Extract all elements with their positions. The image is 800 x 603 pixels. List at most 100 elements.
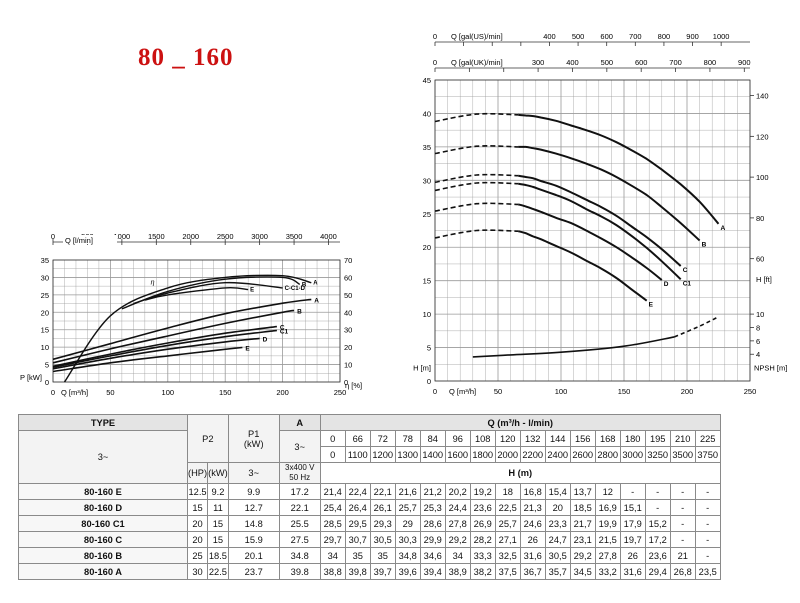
- header-q: Q (m³/h - l/min): [319, 414, 721, 431]
- head-curve-label-A: A: [721, 225, 726, 232]
- q-m3h-cell: 168: [594, 430, 621, 447]
- row-head-value: 35: [369, 547, 396, 564]
- row-head-value: 29: [394, 515, 421, 532]
- x-tick-label: 100: [555, 387, 568, 396]
- row-p1: 20.1: [227, 547, 280, 564]
- row-head-value: -: [669, 531, 696, 548]
- row-head-value: 25,4: [319, 499, 346, 516]
- x-tick-label: 200: [681, 387, 694, 396]
- q-m3h-cell: 84: [419, 430, 446, 447]
- row-head-value: 12: [594, 483, 621, 500]
- head-npsh-chart: 01002003004005006007008009001000Q [gal(U…: [413, 31, 787, 396]
- power-efficiency-chart: 05001000150020002500300035004000Q [l/min…: [20, 232, 362, 397]
- row-head-value: 38,2: [469, 563, 496, 580]
- row-head-value: 36,7: [519, 563, 546, 580]
- row-head-value: 39,4: [419, 563, 446, 580]
- q-lmin-cell: 2600: [569, 446, 596, 463]
- x-tick-label: 0: [433, 387, 437, 396]
- row-head-value: 38,9: [444, 563, 471, 580]
- row-head-value: 21,5: [594, 531, 621, 548]
- eta-label: η: [151, 279, 155, 286]
- top-axis-uk-tick-label: 800: [704, 58, 717, 67]
- row-head-value: 16,8: [519, 483, 546, 500]
- top-tick-label: 0: [51, 232, 55, 241]
- row-head-value: 30,3: [394, 531, 421, 548]
- ft-tick-label: 60: [756, 255, 764, 264]
- top-axis-uk-tick-label: 600: [635, 58, 648, 67]
- row-head-value: 25,7: [394, 499, 421, 516]
- power-curve-B: [52, 309, 295, 364]
- row-head-value: -: [694, 531, 721, 548]
- row-a: 25.5: [278, 515, 321, 532]
- table-row: 80-160 C1 20 15 14.8 25.5 28,5 29,5 29,3 29 28,6 2…: [18, 515, 721, 532]
- top-tick-label: 2500: [217, 232, 234, 241]
- row-head-value: 26,4: [344, 499, 371, 516]
- header-kw: (kW): [207, 462, 229, 484]
- head-curve-dashed-D: [434, 202, 519, 212]
- y2-tick-label: 30: [344, 326, 352, 335]
- head-curve-dashed-C: [434, 173, 519, 184]
- npsh-tick-label: 10: [756, 310, 764, 319]
- row-type: 80-160 C: [18, 531, 188, 548]
- top-axis-uk-tick-label: 400: [566, 58, 579, 67]
- row-kw: 9.2: [207, 483, 229, 500]
- power-curve-D: [52, 337, 260, 370]
- efficiency-curve-label-A: A: [313, 281, 318, 287]
- y-tick-label: 20: [41, 308, 49, 317]
- row-head-value: 39,7: [369, 563, 396, 580]
- y2-tick-label: 70: [344, 256, 352, 265]
- efficiency-curve-label-E: E: [250, 288, 254, 294]
- row-head-value: 32,5: [494, 547, 521, 564]
- row-type: 80-160 A: [18, 563, 188, 580]
- row-head-value: 21,4: [319, 483, 346, 500]
- ft-axis-label: H [ft]: [756, 275, 772, 284]
- row-hp: 12.5: [186, 483, 209, 500]
- row-head-value: 18: [494, 483, 521, 500]
- npsh-curve: [472, 336, 675, 358]
- efficiency-curve-label-C-C1-D: C-C1-D: [285, 286, 306, 292]
- header-h: H (m): [319, 462, 721, 484]
- head-curve-D: [517, 203, 663, 281]
- head-curve-C1: [518, 182, 682, 281]
- x-tick-label: 150: [618, 387, 631, 396]
- x-tick-label: 50: [106, 388, 114, 397]
- row-head-value: 33,2: [594, 563, 621, 580]
- table-header-row: 0 1100 1200 1300 1400 1600 1800 2000 2200 2400 260…: [19, 446, 721, 463]
- q-lmin-cell: 3250: [644, 446, 671, 463]
- y-tick-label: 45: [423, 76, 431, 85]
- row-head-value: 23,3: [544, 515, 571, 532]
- row-head-value: 13,7: [569, 483, 596, 500]
- npsh-axis-label: NPSH [m]: [754, 364, 787, 373]
- row-head-value: 26,1: [369, 499, 396, 516]
- row-head-value: 29,2: [569, 547, 596, 564]
- head-curve-B: [518, 145, 701, 242]
- table-header-row: (HP) (kW) 3~ 3x400 V 50 Hz H (m): [19, 462, 721, 484]
- table-row: 80-160 B 25 18.5 20.1 34.8 34 35 35 34,8 34,6 34 33…: [18, 547, 721, 564]
- x-tick-label: 100: [162, 388, 175, 397]
- top-axis-us-tick-label: 800: [658, 32, 671, 41]
- row-head-value: 24,4: [444, 499, 471, 516]
- power-curve-label-A: A: [314, 297, 319, 304]
- row-type: 80-160 D: [18, 499, 188, 516]
- row-head-value: 20: [544, 499, 571, 516]
- row-a: 39.8: [278, 563, 321, 580]
- row-head-value: -: [644, 499, 671, 516]
- row-head-value: 17,9: [619, 515, 646, 532]
- power-curve-E: [52, 346, 243, 373]
- row-kw: 11: [207, 499, 229, 516]
- row-head-value: 27,8: [594, 547, 621, 564]
- top-tick-label: 1500: [148, 232, 165, 241]
- row-head-value: 29,7: [319, 531, 346, 548]
- row-head-value: 20,2: [444, 483, 471, 500]
- row-head-value: 34: [444, 547, 471, 564]
- y2-tick-label: 50: [344, 291, 352, 300]
- header-p1: P1 (kW): [227, 414, 280, 463]
- top-axis-us-tick-label: 900: [686, 32, 699, 41]
- row-hp: 25: [186, 547, 209, 564]
- row-head-value: 22,4: [344, 483, 371, 500]
- row-head-value: 19,7: [619, 531, 646, 548]
- header-a: A: [278, 414, 321, 431]
- row-a: 17.2: [278, 483, 321, 500]
- top-tick-label: 4000: [320, 232, 337, 241]
- y-axis-label: P [kW]: [20, 373, 42, 382]
